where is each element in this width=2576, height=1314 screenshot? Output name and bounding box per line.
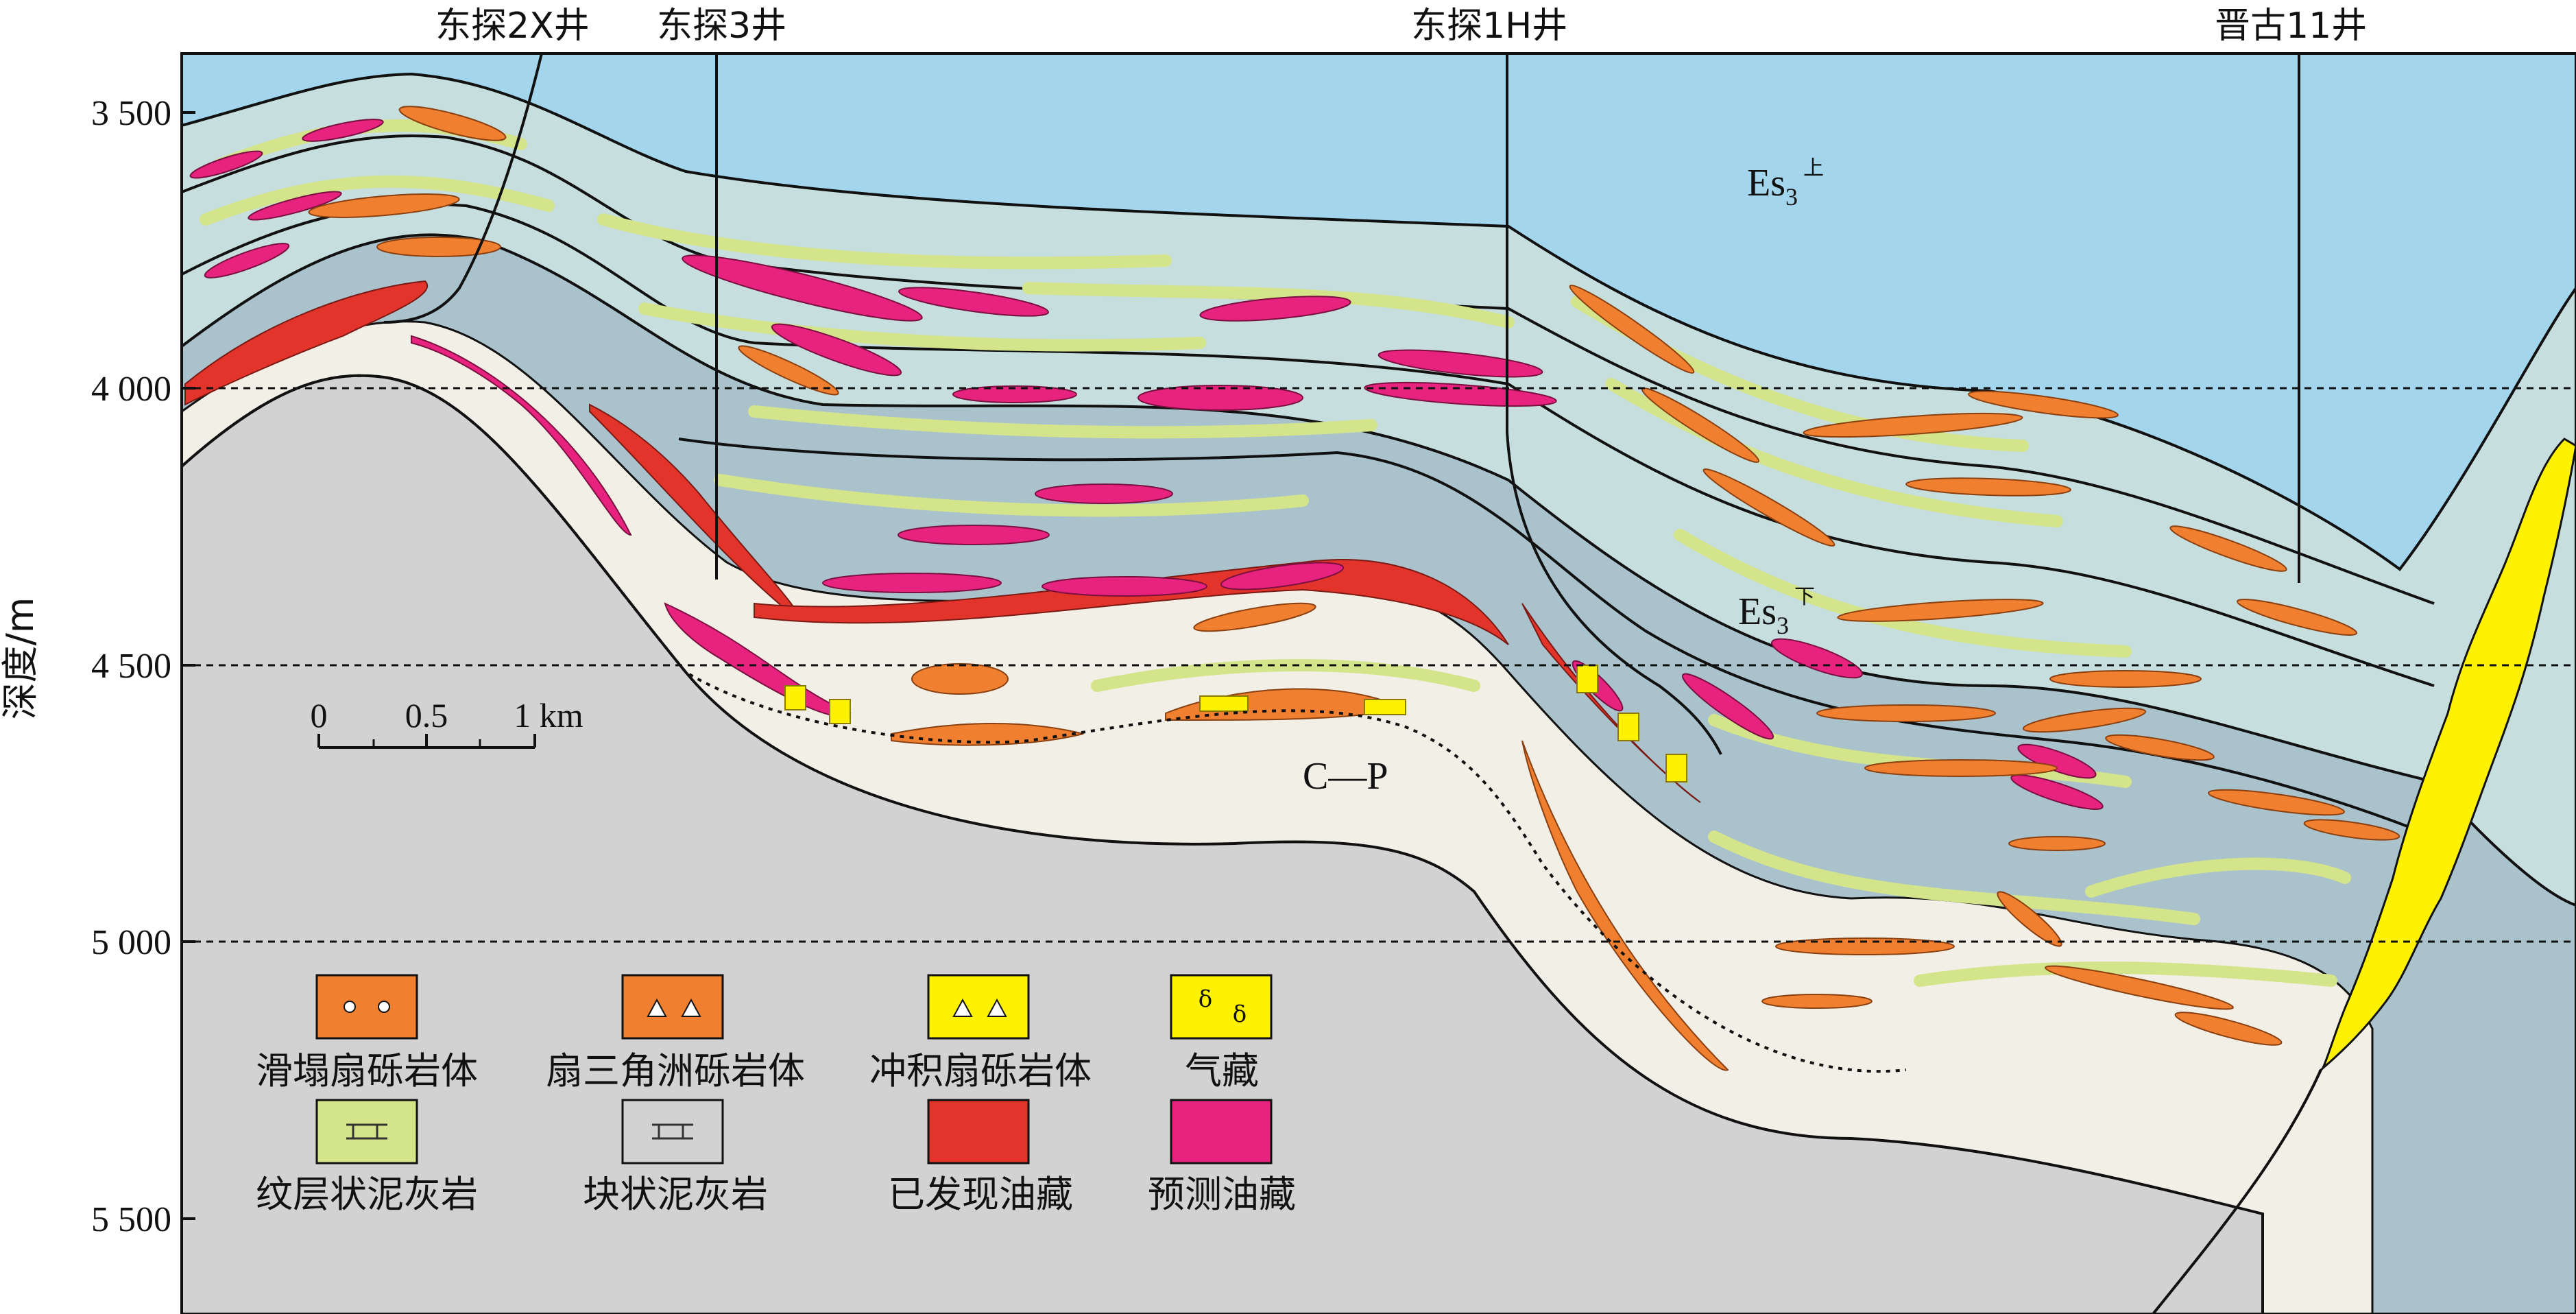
- conglomerate-bodies: [308, 106, 2400, 1071]
- legend-item-massive-marl: 块状泥灰岩: [583, 1099, 768, 1216]
- depth-axis: 3 500 4 000 4 500 5 000 5 500 深度/m: [0, 94, 195, 1239]
- found-oil-bodies: [184, 280, 1701, 803]
- scale-label-half: 0.5: [405, 696, 448, 734]
- legend-swatch: [315, 974, 418, 1040]
- legend-label: 冲积扇砾岩体: [869, 1049, 1092, 1092]
- depth-tick-label: 4 000: [91, 370, 171, 409]
- well-bore-dongtan2x: [383, 53, 543, 324]
- legend-swatch: [927, 974, 1030, 1040]
- legend-item-found-oil: 已发现油藏: [888, 1099, 1073, 1216]
- well-label-dongtan1h: 东探1H井: [1411, 5, 1567, 47]
- legend-item-slump-conglomerate: 滑塌扇砾岩体: [256, 974, 478, 1092]
- depth-tick-label: 5 000: [91, 923, 171, 962]
- well-label-dongtan3: 东探3井: [657, 5, 786, 47]
- depth-tick-label: 4 500: [91, 647, 171, 686]
- legend-swatch: [1170, 1099, 1273, 1164]
- depth-gridlines: [182, 387, 2576, 943]
- svg-text:δ: δ: [1233, 1001, 1247, 1028]
- scale-label-0: 0: [311, 696, 328, 734]
- depth-tick-label: 5 500: [91, 1200, 171, 1239]
- basement-base-line: [2152, 1069, 2322, 1314]
- alluvial-fan-body: [2318, 438, 2576, 1071]
- section-body: [182, 53, 2576, 1314]
- legend-swatch: [1170, 974, 1273, 1040]
- svg-text:δ: δ: [1199, 985, 1212, 1013]
- well-bore-dongtan1h: [1506, 53, 1722, 755]
- legend-label: 气藏: [1185, 1049, 1259, 1092]
- well-bores: [383, 53, 2300, 755]
- legend-swatch: [315, 1099, 418, 1164]
- well-label-jingu11: 晋古11井: [2215, 5, 2367, 47]
- scale-bar: 0 0.5 1 km: [311, 696, 583, 749]
- legend-label: 预测油藏: [1148, 1173, 1296, 1216]
- legend: 滑塌扇砾岩体 扇三角洲砾岩体 冲积扇砾岩体 δ δ 气藏 纹层状泥灰岩: [256, 974, 1296, 1216]
- massive-marl-basement: [182, 374, 2264, 1314]
- legend-label: 纹层状泥灰岩: [256, 1173, 478, 1216]
- formation-label-basement: C—P: [1303, 755, 1388, 798]
- legend-label: 滑塌扇砾岩体: [256, 1049, 478, 1092]
- section-frame: [180, 52, 2576, 1314]
- formation-label-lower: Es3下: [1738, 585, 1815, 639]
- legend-item-predicted-oil: 预测油藏: [1148, 1099, 1296, 1216]
- legend-label: 扇三角洲砾岩体: [546, 1049, 805, 1092]
- legend-item-alluvial-fan: 冲积扇砾岩体: [869, 974, 1092, 1092]
- unconformity-lines: [182, 374, 1907, 1073]
- legend-item-laminated-marl: 纹层状泥灰岩: [256, 1099, 478, 1216]
- formation-label-upper: Es3上: [1747, 156, 1824, 211]
- scale-label-1km: 1 km: [514, 696, 583, 734]
- legend-item-fan-delta-conglomerate: 扇三角洲砾岩体: [546, 974, 805, 1092]
- legend-swatch: [621, 974, 724, 1040]
- depth-axis-title: 深度/m: [0, 597, 42, 720]
- horizon-line: [182, 203, 2435, 687]
- legend-swatch: [621, 1099, 724, 1164]
- legend-label: 已发现油藏: [888, 1173, 1073, 1216]
- legend-swatch: [927, 1099, 1030, 1164]
- legend-label: 块状泥灰岩: [583, 1173, 768, 1216]
- depth-tick-label: 3 500: [91, 94, 171, 133]
- well-label-dongtan2x: 东探2X井: [435, 5, 590, 47]
- legend-item-gas-pool: δ δ 气藏: [1170, 974, 1273, 1092]
- gas-pools: [784, 665, 1687, 783]
